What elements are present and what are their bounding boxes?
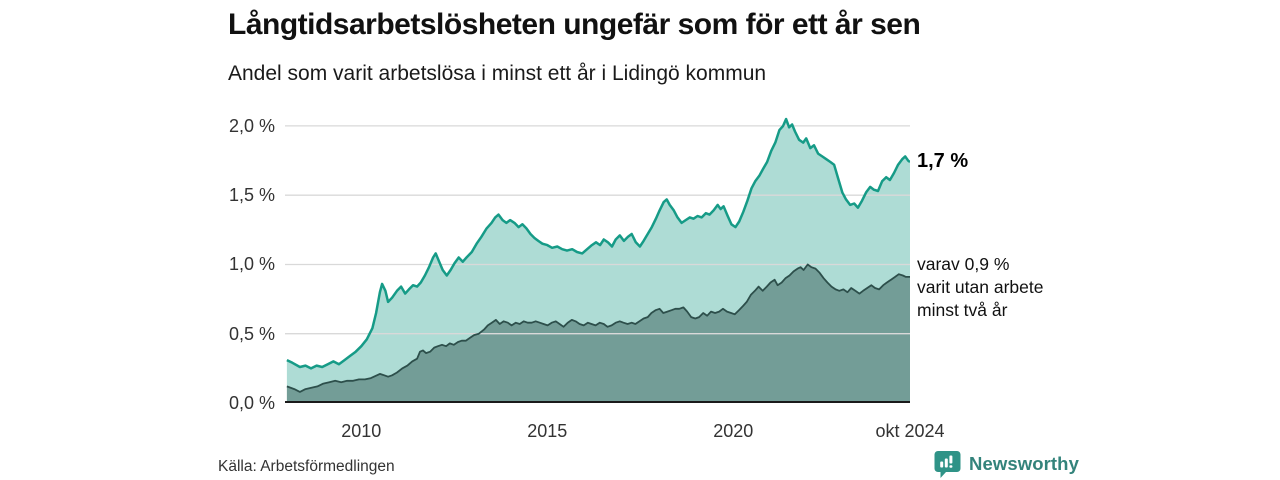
x-tick-label: 2020 bbox=[713, 421, 754, 441]
annotation-two-years: varav 0,9 % varit utan arbete minst två år bbox=[917, 254, 1044, 320]
area-chart bbox=[285, 117, 910, 403]
brand-name: Newsworthy bbox=[969, 453, 1079, 474]
x-tick-label: okt 2024 bbox=[875, 421, 945, 441]
y-tick-label: 0,5 % bbox=[228, 323, 275, 344]
area-series-total bbox=[286, 119, 910, 403]
y-tick-label: 0,0 % bbox=[228, 393, 275, 413]
y-tick-label: 1,0 % bbox=[228, 254, 275, 275]
line-series-total bbox=[286, 117, 910, 370]
y-tick-label: 2,0 % bbox=[228, 115, 275, 136]
annotation-total-value: 1,7 % bbox=[917, 150, 969, 172]
line-series-two-years bbox=[286, 263, 910, 393]
x-tick-label: 2015 bbox=[527, 421, 568, 441]
x-tick-label: 2010 bbox=[341, 421, 382, 441]
source-note: Källa: Arbetsförmedlingen bbox=[218, 458, 395, 475]
page-title: Långtidsarbetslösheten ungefär som för e… bbox=[228, 8, 921, 41]
brand-lockup: Newsworthy bbox=[934, 449, 1079, 479]
y-tick-label: 1,5 % bbox=[228, 185, 275, 206]
newsworthy-logo-icon bbox=[934, 450, 961, 478]
page-subtitle: Andel som varit arbetslösa i minst ett å… bbox=[228, 62, 767, 85]
